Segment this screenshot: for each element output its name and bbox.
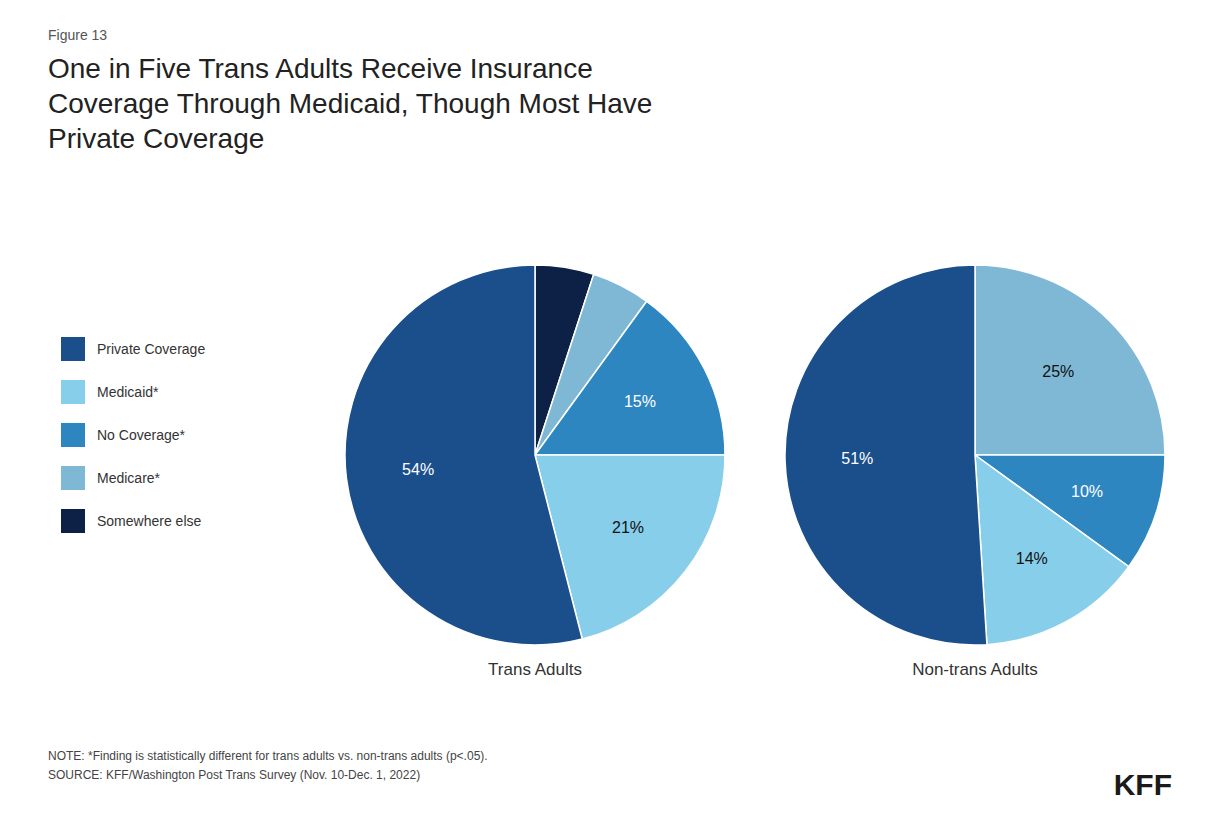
legend-label: Private Coverage <box>97 341 205 357</box>
pie <box>345 265 725 645</box>
pie-slice <box>975 455 1129 645</box>
legend-label: Medicare* <box>97 470 161 486</box>
legend-swatch <box>61 380 85 404</box>
legend-swatch <box>61 337 85 361</box>
chart-canvas: Figure 13 One in Five Trans Adults Receiv… <box>0 0 1220 832</box>
legend-label: Medicaid* <box>97 384 159 400</box>
data-label: 21% <box>612 519 644 536</box>
legend-swatch <box>61 423 85 447</box>
legend: Private Coverage Medicaid* No Coverage* Med… <box>61 337 205 533</box>
pie-title: Non-trans Adults <box>912 660 1038 679</box>
figure-label: Figure 13 <box>48 27 107 43</box>
data-label: 10% <box>1071 483 1103 500</box>
title: One in Five Trans Adults Receive Insuran… <box>48 53 652 154</box>
pie-slice <box>785 265 987 645</box>
data-label: 15% <box>624 393 656 410</box>
pie-slice <box>535 301 725 455</box>
logo: KFF <box>1114 768 1172 801</box>
data-label: 51% <box>841 450 873 467</box>
pie <box>785 265 1165 645</box>
legend-swatch <box>61 509 85 533</box>
pie-slice <box>975 265 1165 455</box>
data-label: 25% <box>1042 363 1074 380</box>
data-label: 14% <box>1016 550 1048 567</box>
data-label: 54% <box>402 461 434 478</box>
note: NOTE: *Finding is statistically differen… <box>48 749 488 782</box>
legend-label: No Coverage* <box>97 427 185 443</box>
pie-slice <box>345 265 582 645</box>
legend-label: Somewhere else <box>97 513 201 529</box>
pie-title: Trans Adults <box>488 660 582 679</box>
legend-swatch <box>61 466 85 490</box>
